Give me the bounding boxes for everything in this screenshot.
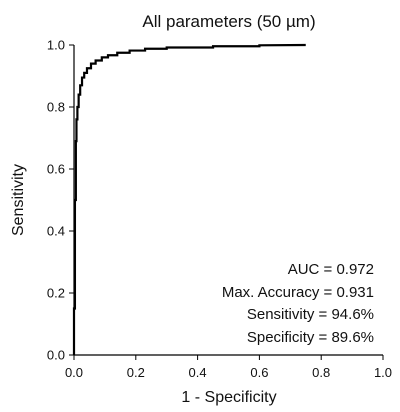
y-axis-label: Sensitivity xyxy=(10,164,27,236)
chart-title: All parameters (50 µm) xyxy=(142,12,315,31)
stat-max-accuracy: Max. Accuracy = 0.931 xyxy=(222,284,374,301)
stat-specificity: Specificity = 89.6% xyxy=(247,329,374,346)
x-tick-label: 1.0 xyxy=(374,365,392,380)
y-tick-label: 0.6 xyxy=(47,162,65,177)
x-axis-label: 1 - Specificity xyxy=(181,389,276,406)
x-tick-label: 0.6 xyxy=(250,365,268,380)
x-tick-label: 0.4 xyxy=(189,365,207,380)
y-tick-label: 0.2 xyxy=(47,286,65,301)
y-tick-label: 0.8 xyxy=(47,100,65,115)
stat-auc: AUC = 0.972 xyxy=(288,261,374,278)
y-tick-label: 0.4 xyxy=(47,224,65,239)
x-tick-label: 0.0 xyxy=(65,365,83,380)
y-tick-label: 0.0 xyxy=(47,348,65,363)
stat-sensitivity: Sensitivity = 94.6% xyxy=(247,306,374,323)
roc-curve-line xyxy=(72,43,306,355)
y-tick-label: 1.0 xyxy=(47,38,65,53)
x-tick-label: 0.8 xyxy=(312,365,330,380)
x-tick-label: 0.2 xyxy=(127,365,145,380)
ticks: 0.0 0.2 0.4 0.6 0.8 1.0 0.0 0.2 0.4 0.6 0.8 1.0 xyxy=(47,38,392,381)
stats-box: AUC = 0.972 Max. Accuracy = 0.931 Sensit… xyxy=(222,261,374,346)
roc-curve-group xyxy=(72,43,306,355)
